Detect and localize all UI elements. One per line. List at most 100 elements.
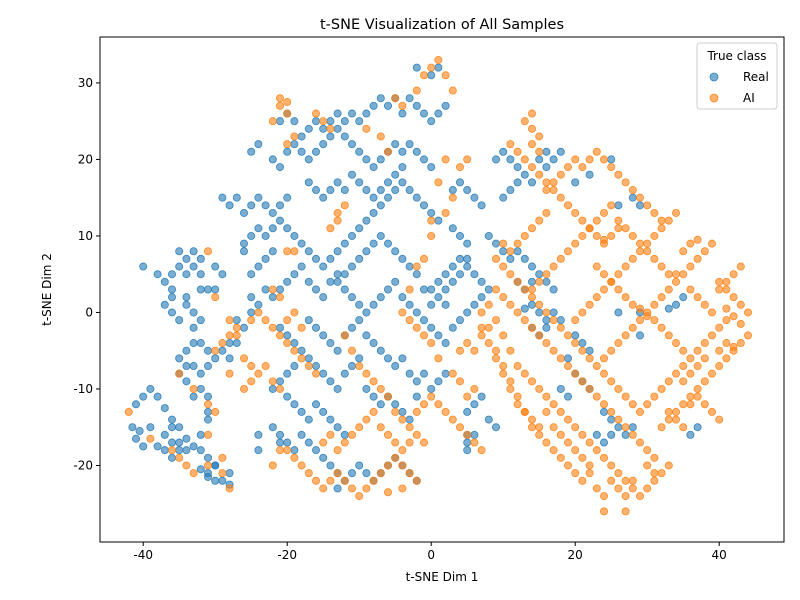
data-point-real (542, 163, 551, 172)
data-point-ai (578, 377, 587, 386)
data-point-real (398, 254, 407, 263)
data-point-ai (636, 438, 645, 447)
data-point-real (340, 132, 349, 141)
data-point-real (427, 163, 436, 172)
data-point-real (600, 407, 609, 416)
data-point-real (398, 109, 407, 118)
data-point-real (203, 346, 212, 355)
data-point-ai (657, 384, 666, 393)
data-point-ai (585, 224, 594, 233)
data-point-ai (571, 369, 580, 378)
data-point-real (196, 254, 205, 263)
data-point-ai (693, 392, 702, 401)
data-point-ai (275, 94, 284, 103)
data-point-ai (542, 392, 551, 401)
data-point-real (160, 277, 169, 286)
data-point-ai (528, 124, 537, 133)
legend: True class Real AI (696, 42, 778, 110)
data-point-ai (542, 208, 551, 217)
data-point-ai (376, 132, 385, 141)
data-point-real (319, 369, 328, 378)
data-point-ai (700, 377, 709, 386)
data-point-real (607, 430, 616, 439)
data-point-ai (664, 461, 673, 470)
data-point-real (283, 193, 292, 202)
data-point-real (304, 178, 313, 187)
data-point-ai (643, 201, 652, 210)
data-point-real (311, 147, 320, 156)
data-point-ai (686, 262, 695, 271)
data-point-ai (297, 461, 306, 470)
data-point-ai (319, 438, 328, 447)
data-point-ai (427, 216, 436, 225)
data-point-real (160, 446, 169, 455)
data-point-ai (333, 216, 342, 225)
data-point-real (283, 392, 292, 401)
data-point-real (203, 362, 212, 371)
data-point-real (319, 140, 328, 149)
data-point-ai (513, 400, 522, 409)
data-point-ai (448, 86, 457, 95)
data-point-ai (455, 377, 464, 386)
data-point-ai (578, 453, 587, 462)
data-point-real (290, 339, 299, 348)
data-point-ai (700, 354, 709, 363)
data-point-real (153, 392, 162, 401)
data-point-ai (326, 430, 335, 439)
data-point-real (290, 270, 299, 279)
data-point-ai (528, 109, 537, 118)
data-point-real (340, 285, 349, 294)
data-point-ai (362, 369, 371, 378)
data-point-ai (657, 323, 666, 332)
data-point-real (355, 300, 364, 309)
data-point-ai (283, 109, 292, 118)
data-point-ai (499, 293, 508, 302)
data-point-real (383, 239, 392, 248)
data-point-ai (736, 319, 745, 328)
data-point-ai (600, 492, 609, 501)
data-point-ai (542, 270, 551, 279)
data-point-real (290, 117, 299, 126)
data-point-real (182, 293, 191, 302)
data-point-real (369, 193, 378, 202)
data-point-ai (578, 163, 587, 172)
data-point-ai (556, 354, 565, 363)
data-point-real (326, 186, 335, 195)
data-point-real (268, 247, 277, 256)
data-point-real (362, 216, 371, 225)
data-point-real (196, 384, 205, 393)
data-point-real (333, 423, 342, 432)
data-point-ai (441, 71, 450, 80)
data-point-ai (362, 484, 371, 493)
data-point-ai (686, 400, 695, 409)
data-point-real (254, 300, 263, 309)
data-point-real (275, 163, 284, 172)
data-point-real (542, 323, 551, 332)
data-point-ai (614, 285, 623, 294)
data-point-ai (549, 262, 558, 271)
data-point-ai (528, 415, 537, 424)
data-point-ai (571, 446, 580, 455)
data-point-real (275, 216, 284, 225)
data-point-real (463, 186, 472, 195)
data-point-ai (520, 407, 529, 416)
data-point-ai (585, 438, 594, 447)
data-point-ai (693, 293, 702, 302)
data-point-real (628, 193, 637, 202)
data-point-real (182, 362, 191, 371)
data-point-ai (434, 354, 443, 363)
data-point-ai (729, 293, 738, 302)
data-point-real (405, 140, 414, 149)
data-point-real (340, 117, 349, 126)
data-point-ai (513, 147, 522, 156)
x-tick-label: 0 (427, 548, 435, 562)
data-point-ai (700, 300, 709, 309)
data-point-ai (513, 277, 522, 286)
data-point-ai (585, 469, 594, 478)
data-point-real (225, 469, 234, 478)
data-point-ai (499, 239, 508, 248)
data-point-real (448, 224, 457, 233)
data-point-ai (218, 469, 227, 478)
data-point-real (160, 300, 169, 309)
data-point-real (463, 446, 472, 455)
